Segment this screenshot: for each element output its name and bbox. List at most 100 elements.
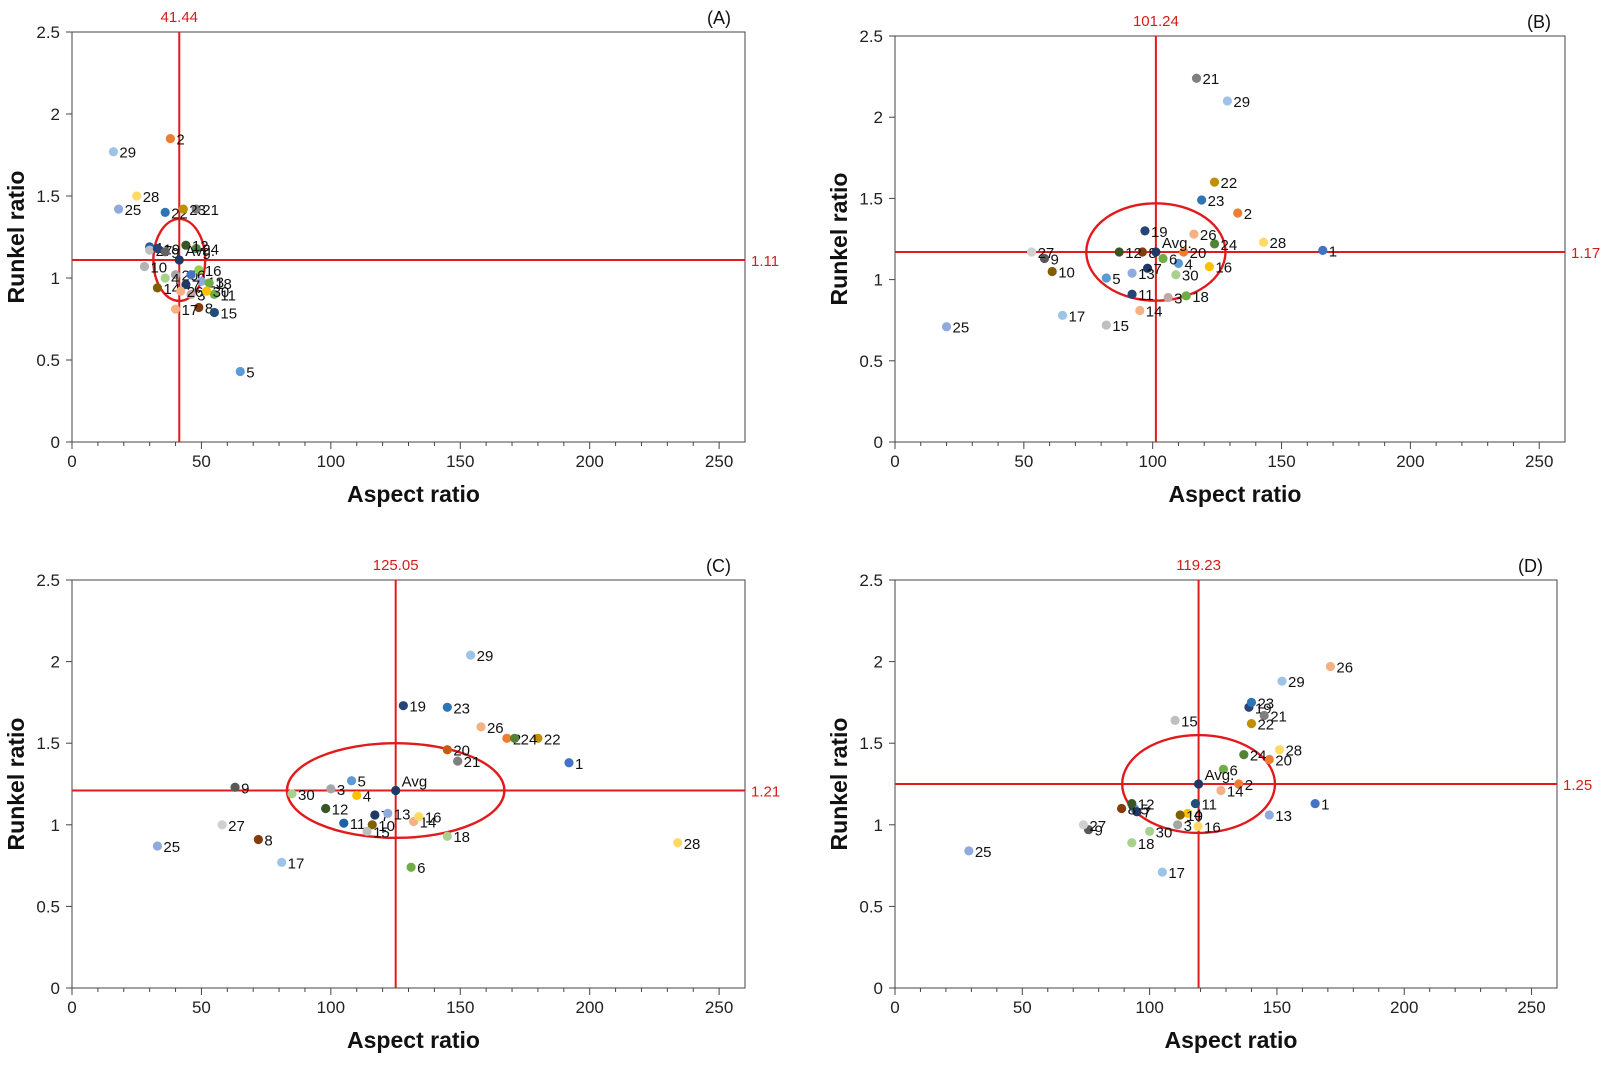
- panel-2-data-point-label: 12: [1125, 245, 1142, 262]
- panel-4-data-point: [1190, 798, 1201, 809]
- panel-1-data-point-label: 2: [176, 132, 184, 149]
- panel-3-data-point: [476, 722, 486, 732]
- panel-1-data-point-label: 16: [205, 263, 222, 280]
- panel-4-data-point-label: 22: [1257, 717, 1274, 734]
- panel-3-data-point: [253, 834, 263, 845]
- panel-3-data-point-label: 14: [420, 815, 437, 832]
- panel-4-data-point-label: 13: [1275, 808, 1292, 825]
- panel-2-data-point: [1039, 253, 1050, 264]
- panel-3-x-tick-label: 200: [576, 998, 604, 1017]
- panel-2-data-point-label: 13: [1138, 266, 1155, 283]
- panel-1-data-point: [160, 273, 170, 283]
- panel-1-data-point: [209, 289, 219, 299]
- panel-4-x-tick-label: 150: [1263, 998, 1291, 1017]
- panel-3-data-point-label: 5: [358, 774, 366, 791]
- panel-3-data-point-label: 22: [544, 731, 561, 748]
- panel-2-data-point-label: 2: [1244, 206, 1252, 223]
- panel-1-data-point-label: 21: [202, 202, 219, 219]
- panel-1-data-point: [176, 286, 186, 296]
- panel-3-y-tick-label: 2: [51, 653, 60, 672]
- panel-2-data-point: [1197, 195, 1207, 205]
- panel-3-y-tick-label: 1.5: [36, 734, 60, 753]
- panel-2-data-point: [1158, 253, 1168, 264]
- panel-2-data-point-label: 10: [1058, 264, 1075, 281]
- panel-3-confidence-ellipse: [285, 742, 506, 840]
- panel-4-data-point: [1246, 719, 1257, 729]
- panel-1-data-point: [113, 204, 124, 214]
- panel-3-y-tick-label: 0: [51, 979, 60, 998]
- panel-1-data-point-label: 15: [220, 305, 237, 322]
- panel-3-data-point-label: 15: [373, 824, 390, 841]
- panel-4-data-point: [1157, 867, 1167, 877]
- panel-2-data-point: [1171, 270, 1181, 280]
- panel-3-x-tick-label: 50: [192, 998, 211, 1017]
- panel-3-data-point-label: 20: [453, 743, 470, 760]
- panel-2-data-point: [1181, 291, 1191, 301]
- panel-2-data-point: [1101, 320, 1111, 330]
- panel-1-y-tick-label: 1: [51, 269, 60, 288]
- panel-2-data-point: [1191, 73, 1202, 83]
- panel-3-data-point-label: 27: [228, 818, 245, 835]
- panel-3-data-point-label: 1: [575, 756, 583, 773]
- panel-1-x-tick-label: 50: [192, 452, 211, 471]
- panel-3-data-point: [383, 808, 393, 818]
- panel-3-data-point: [152, 841, 163, 851]
- panel-4-data-point: [1078, 820, 1089, 830]
- panel-4-avg-y-label: 1.25: [1563, 777, 1592, 794]
- panel-2-data-point-label: 4: [1184, 256, 1192, 273]
- panel-2-data-point-label: 9: [1050, 251, 1058, 268]
- panel-3-data-point-label: 8: [264, 832, 272, 849]
- panel-2-y-axis-title: Runkel ratio: [826, 173, 852, 306]
- panel-4-data-point-label: 21: [1270, 708, 1287, 725]
- panel-4-y-tick-label: 0.5: [859, 897, 883, 916]
- panel-4-x-tick-label: 250: [1517, 998, 1545, 1017]
- panel-4-data-point-label: 18: [1138, 836, 1155, 853]
- panel-1-data-point: [152, 243, 163, 254]
- panel-1-data-point-label: 9: [171, 245, 179, 262]
- panel-2-data-point: [1127, 268, 1137, 278]
- panel-2-data-point: [1318, 245, 1328, 255]
- panel-2-x-tick-label: 0: [890, 452, 899, 471]
- panel-1-data-point: [181, 240, 191, 250]
- panel-3-data-point: [406, 862, 416, 872]
- panel-1-avg-y-label: 1.11: [751, 253, 779, 270]
- panel-4-data-point: [1310, 798, 1320, 809]
- panel-1-data-point: [209, 307, 219, 318]
- panel-1-data-point: [186, 289, 196, 299]
- panel-3-data-point-label: 29: [477, 648, 494, 665]
- panel-4-data-point: [1259, 710, 1269, 721]
- panel-3-data-point-label: 30: [298, 787, 315, 804]
- panel-4-data-point: [1234, 779, 1244, 789]
- panel-1-data-point: [160, 207, 170, 217]
- panel-2-x-tick-label: 150: [1267, 452, 1295, 471]
- panel-2-data-point: [1140, 226, 1150, 236]
- panel-4-data-point: [1127, 798, 1137, 809]
- panel-2-data-point-label: 26: [1200, 227, 1217, 244]
- panel-1-data-point-label: 28: [143, 189, 160, 206]
- panel-2-data-point: [1209, 177, 1220, 187]
- panel-1-data-point: [145, 245, 155, 255]
- panel-2-data-point-label: 1: [1329, 243, 1337, 260]
- panel-4-data-point-label: 15: [1181, 713, 1198, 730]
- panel-3-data-point: [230, 782, 240, 792]
- panel-3-data-point-label: 10: [378, 818, 395, 835]
- panel-4-x-tick-label: 100: [1135, 998, 1163, 1017]
- panel-3-data-point: [217, 820, 227, 830]
- panel-4-y-tick-label: 0: [874, 979, 883, 998]
- panel-4-data-point-label: 12: [1138, 797, 1155, 814]
- panel-1-plot-frame: [71, 31, 746, 443]
- panel-3-data-point: [339, 818, 349, 828]
- panel-2-x-tick-label: 100: [1139, 452, 1167, 471]
- panel-1-data-point: [235, 366, 245, 377]
- panel-4-data-point: [1127, 838, 1137, 848]
- panel-3-data-point-label: 18: [453, 829, 470, 846]
- panel-3-data-point: [533, 733, 543, 743]
- panel-1-y-tick-label: 0: [51, 433, 60, 452]
- panel-4-data-point: [1325, 661, 1335, 672]
- panel-4-x-tick-label: 0: [890, 998, 899, 1017]
- panel-2-data-point-label: 15: [1112, 318, 1129, 335]
- panel-1-data-point: [191, 204, 201, 214]
- panel-4-data-point-label: 17: [1168, 865, 1185, 882]
- panel-2-x-tick-label: 250: [1525, 452, 1553, 471]
